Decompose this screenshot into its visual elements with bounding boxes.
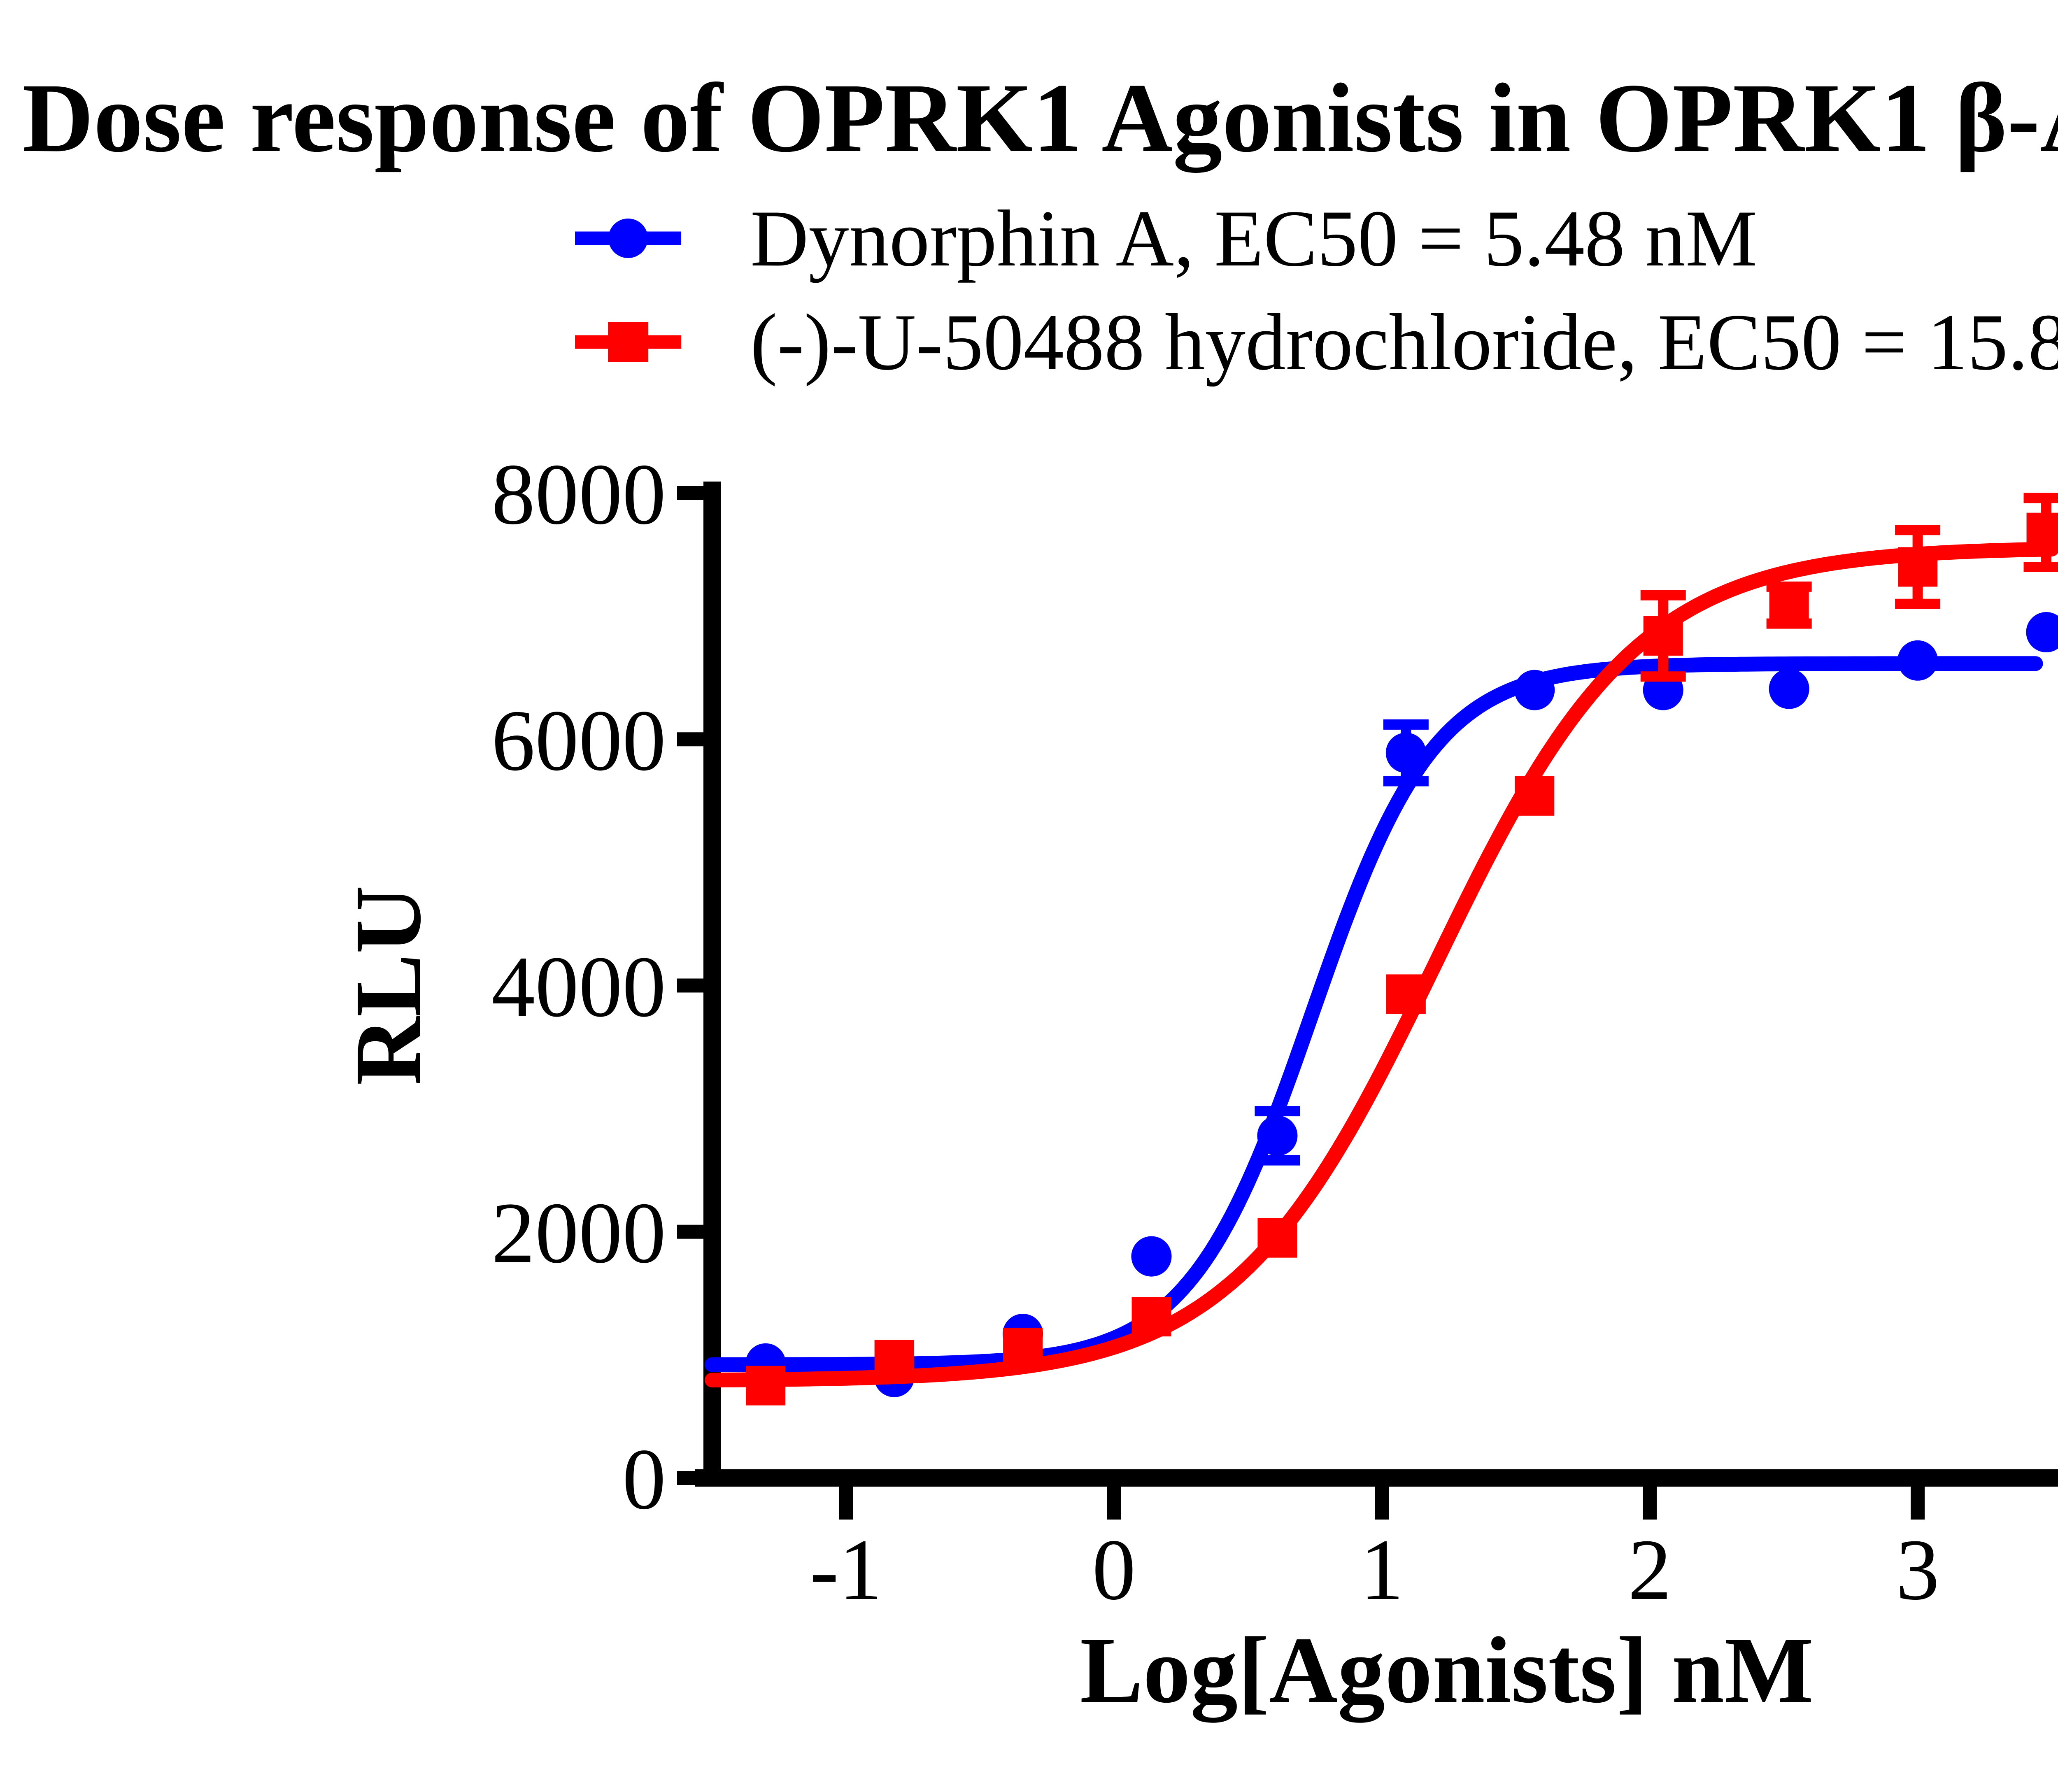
x-tick-label: -1: [810, 1521, 882, 1618]
y-axis-title: RLU: [335, 885, 440, 1085]
y-tick-label: 6000: [491, 692, 666, 789]
x-tick-label: 3: [1896, 1521, 1939, 1618]
data-point-circle: [1769, 668, 1809, 709]
data-point-square: [1131, 1297, 1171, 1337]
data-point-circle: [1897, 640, 1938, 681]
legend-marker-circle-icon: [575, 219, 681, 258]
legend: Dynorphin A, EC50 = 5.48 nM (-)-U-50488 …: [574, 186, 2058, 394]
legend-item-u50488: (-)-U-50488 hydrochloride, EC50 = 15.8 n…: [574, 290, 2058, 394]
data-point-circle: [1514, 670, 1555, 710]
data-point-square: [1643, 616, 1683, 656]
x-axis-title: Log[Agonists] nM: [1080, 1617, 1814, 1723]
data-point-square: [1898, 547, 1938, 587]
data-point-square: [1003, 1327, 1043, 1367]
y-tick-label: 2000: [491, 1185, 666, 1281]
chart-title: Dose response of OPRK1 Agonists in OPRK1…: [22, 63, 2058, 172]
legend-marker-square-icon: [575, 322, 681, 362]
square-fit-curve: [705, 542, 2058, 1388]
legend-item-dynorphin: Dynorphin A, EC50 = 5.48 nM: [574, 186, 2058, 290]
data-series-layer: [705, 493, 2058, 1406]
x-tick-label: 1: [1360, 1521, 1404, 1618]
series--u-50488-hydrochloride: [705, 493, 2058, 1406]
data-point-circle: [1385, 733, 1426, 773]
axes: [695, 482, 2058, 1487]
circle-fit-curve: [705, 656, 2043, 1372]
data-point-square: [1386, 974, 1426, 1014]
data-point-square: [1257, 1218, 1297, 1258]
x-tick-label: 2: [1628, 1521, 1672, 1618]
data-point-circle: [1257, 1115, 1298, 1156]
data-point-square: [746, 1366, 786, 1406]
series-dynorphin-a: [705, 612, 2058, 1397]
data-point-circle: [1131, 1236, 1172, 1277]
y-tick-label: 8000: [491, 446, 666, 542]
tick-marks: -10123402000400060008000: [491, 446, 1939, 1618]
data-point-circle: [2026, 612, 2058, 652]
legend-label-dynorphin: Dynorphin A, EC50 = 5.48 nM: [750, 193, 1758, 283]
x-tick-label: 0: [1092, 1521, 1136, 1618]
data-point-square: [1515, 776, 1555, 816]
y-tick-label: 4000: [491, 938, 666, 1035]
legend-label-u50488: (-)-U-50488 hydrochloride, EC50 = 15.8 n…: [750, 297, 2058, 387]
y-tick-label: 0: [622, 1431, 666, 1527]
data-point-square: [1769, 585, 1809, 625]
data-point-square: [2026, 512, 2058, 552]
data-point-square: [874, 1340, 914, 1380]
